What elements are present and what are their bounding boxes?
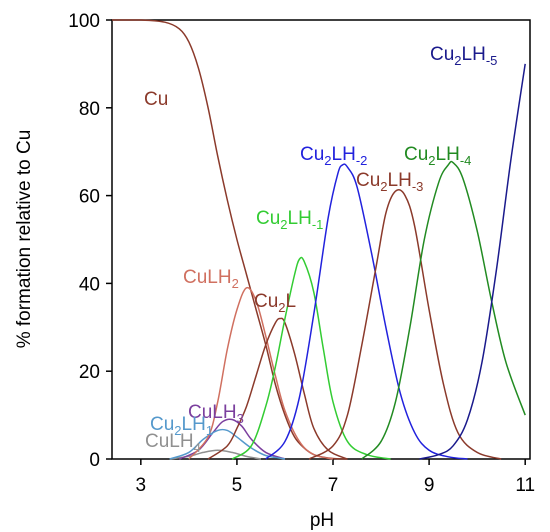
series-label-cu2lh-4: Cu2LH-4 xyxy=(404,144,471,168)
x-tick-label: 11 xyxy=(515,475,535,496)
label-subscript: -3 xyxy=(412,179,424,194)
series-label-cu2lh-2: Cu2LH-2 xyxy=(300,144,367,168)
x-tick-label: 3 xyxy=(136,475,147,496)
label-text: CuLH xyxy=(145,431,194,452)
label-subscript: 2 xyxy=(232,276,239,291)
x-axis-title: pH xyxy=(310,510,334,531)
x-tick-label: 5 xyxy=(232,475,243,496)
label-subscript: 2 xyxy=(280,217,287,232)
series-line-cu2lh1 xyxy=(169,428,286,460)
label-subscript: -4 xyxy=(460,153,472,168)
y-tick-label: 80 xyxy=(79,99,100,120)
series-labels: CuCuLH4CuLH3Cu2LH1CuLH2Cu2LCu2LH-1Cu2LH-… xyxy=(144,44,497,455)
series-label-cu2lh-3: Cu2LH-3 xyxy=(356,170,423,194)
series-line-cu xyxy=(111,19,348,460)
series-curves xyxy=(111,19,526,460)
label-text: CuLH xyxy=(188,402,237,423)
label-text: Cu xyxy=(430,44,454,65)
label-subscript: 2 xyxy=(324,153,331,168)
label-text: Cu xyxy=(144,89,168,110)
series-line-cu2lh-5 xyxy=(419,63,526,460)
label-subscript: -5 xyxy=(486,53,498,68)
label-subscript: 2 xyxy=(428,153,435,168)
series-label-cu2lh-5: Cu2LH-5 xyxy=(430,44,497,68)
series-line-cu2lh-1 xyxy=(231,256,391,460)
label-subscript: 2 xyxy=(278,300,285,315)
label-subscript: 3 xyxy=(237,411,244,426)
label-text: LH xyxy=(288,208,312,229)
series-label-culh2: CuLH2 xyxy=(183,267,239,291)
series-label-cu2lh-1: Cu2LH-1 xyxy=(256,208,323,232)
label-text: Cu xyxy=(256,208,280,229)
series-label-culh3: CuLH3 xyxy=(188,402,244,426)
label-subscript: -1 xyxy=(312,217,324,232)
label-subscript: 1 xyxy=(206,423,213,438)
label-text: LH xyxy=(436,144,460,165)
label-text: LH xyxy=(462,44,486,65)
series-line-cu2lh-2 xyxy=(265,163,468,460)
label-text: Cu xyxy=(254,291,278,312)
y-tick-label: 0 xyxy=(89,450,100,471)
y-axis-title: % formation relative to Cu xyxy=(14,130,35,349)
label-subscript: 4 xyxy=(194,440,201,455)
label-text: Cu xyxy=(356,170,380,191)
label-subscript: 2 xyxy=(174,423,181,438)
series-line-culh4 xyxy=(169,449,262,460)
series-label-cu: Cu xyxy=(144,89,168,110)
label-text: CuLH xyxy=(183,267,232,288)
y-tick-label: 40 xyxy=(79,274,100,295)
label-text: Cu xyxy=(300,144,324,165)
label-text: LH xyxy=(182,414,206,435)
label-subscript: 2 xyxy=(380,179,387,194)
x-tick-label: 9 xyxy=(424,475,435,496)
series-line-culh3 xyxy=(178,418,286,460)
label-subscript: -2 xyxy=(356,153,368,168)
label-text: L xyxy=(286,291,297,312)
plot-frame xyxy=(111,19,531,460)
y-tick-label: 20 xyxy=(79,362,100,383)
series-line-cu2l xyxy=(207,317,348,460)
y-tick-label: 100 xyxy=(68,11,100,32)
series-line-culh2 xyxy=(188,286,334,460)
x-tick-label: 7 xyxy=(328,475,339,496)
series-line-cu2lh-4 xyxy=(361,160,526,460)
label-text: LH xyxy=(388,170,412,191)
label-text: Cu xyxy=(404,144,428,165)
series-label-cu2lh1: Cu2LH1 xyxy=(150,414,213,438)
axes: 3 5 7 9 11 0 20 40 60 80 100 xyxy=(68,11,535,496)
y-tick-label: 60 xyxy=(79,187,100,208)
label-text: Cu xyxy=(150,414,174,435)
series-line-cu2lh-3 xyxy=(308,189,502,460)
series-label-cu2l: Cu2L xyxy=(254,291,296,315)
label-subscript: 2 xyxy=(454,53,461,68)
label-text: LH xyxy=(332,144,356,165)
series-label-culh4: CuLH4 xyxy=(145,431,201,455)
